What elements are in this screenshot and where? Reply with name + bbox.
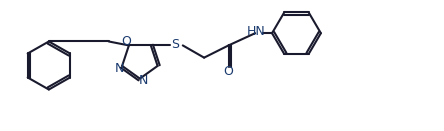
Text: HN: HN xyxy=(247,24,266,37)
Text: N: N xyxy=(114,62,124,75)
Text: S: S xyxy=(171,38,179,51)
Text: O: O xyxy=(122,35,131,48)
Text: O: O xyxy=(224,65,234,78)
Text: N: N xyxy=(138,74,148,87)
